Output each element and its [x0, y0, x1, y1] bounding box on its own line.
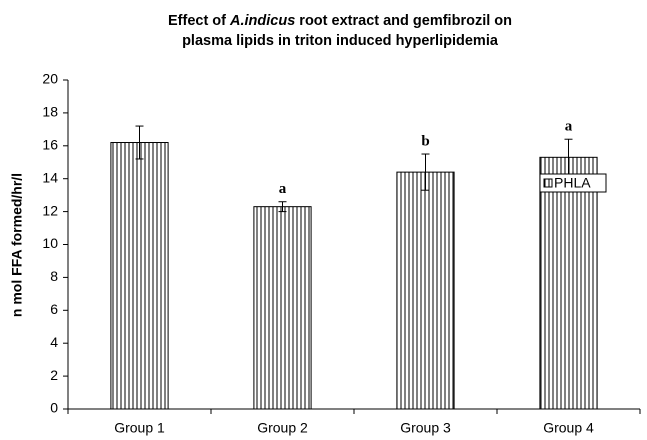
legend-swatch [543, 178, 553, 188]
bar [539, 156, 598, 410]
bar [253, 206, 312, 410]
y-axis-label: n mol FFA formed/hr/l [9, 173, 25, 317]
y-tick-label: 8 [50, 268, 58, 284]
y-tick-label: 0 [50, 400, 58, 416]
chart-title: Effect of A.indicus root extract and gem… [168, 13, 512, 29]
title-part: A.indicus [229, 13, 295, 29]
bar [396, 171, 455, 410]
annotation: a [279, 181, 287, 197]
title-part: Effect of [168, 13, 230, 29]
y-tick-label: 18 [42, 104, 58, 120]
y-tick-label: 20 [42, 71, 58, 87]
annotation: a [565, 119, 573, 135]
title-part: root extract and gemfibrozil on [295, 13, 512, 29]
y-tick-label: 16 [42, 137, 58, 153]
legend-box [539, 173, 607, 193]
x-tick-label: Group 1 [114, 420, 165, 436]
x-tick-label: Group 4 [543, 420, 594, 436]
y-tick-label: 6 [50, 301, 58, 317]
annotation: b [421, 133, 429, 149]
x-tick-label: Group 2 [257, 420, 308, 436]
y-tick-label: 12 [42, 202, 58, 218]
y-tick-label: 14 [42, 169, 58, 185]
y-tick-label: 10 [42, 235, 58, 251]
bar [110, 142, 169, 410]
x-tick-label: Group 3 [400, 420, 451, 436]
chart-title: plasma lipids in triton induced hyperlip… [182, 33, 499, 49]
legend-label: PHLA [554, 175, 591, 191]
y-tick-label: 4 [50, 334, 58, 350]
y-tick-label: 2 [50, 367, 58, 383]
